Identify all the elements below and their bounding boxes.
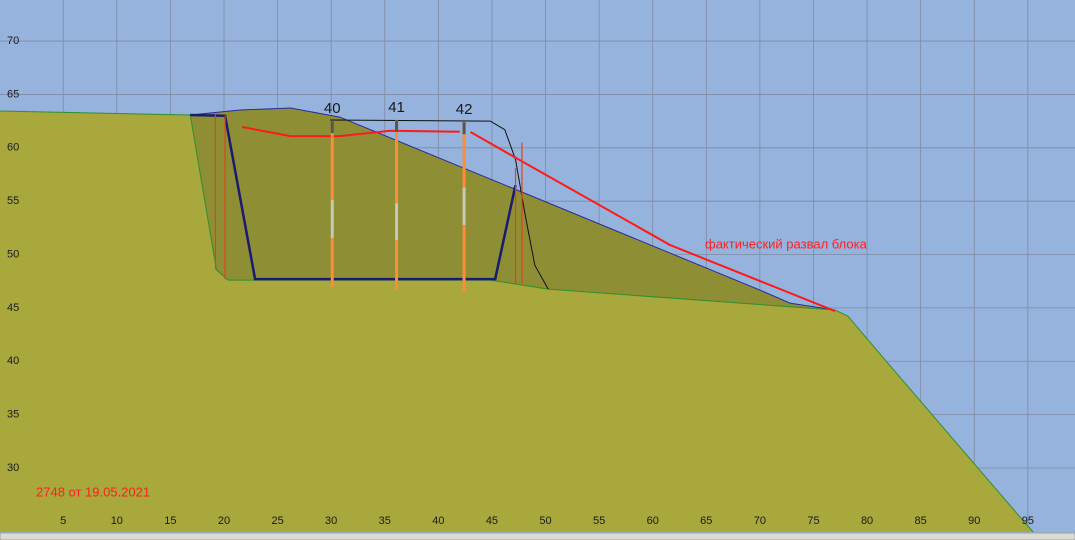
y-tick-label: 70 — [7, 35, 19, 47]
x-tick-label: 45 — [486, 515, 498, 527]
y-tick-label: 35 — [7, 409, 19, 421]
y-tick-label: 45 — [7, 302, 19, 314]
area — [0, 110, 1034, 533]
y-tick-label: 60 — [7, 142, 19, 154]
profile-line — [242, 126, 460, 138]
hole-label: 40 — [324, 100, 341, 117]
x-tick-label: 90 — [968, 515, 980, 527]
x-tick-label: 30 — [325, 515, 337, 527]
x-tick-label: 40 — [432, 515, 444, 527]
y-tick-label: 65 — [7, 88, 19, 100]
annotation: фактический развал блока — [705, 236, 868, 251]
hole-label: 41 — [388, 99, 405, 116]
x-tick-label: 85 — [915, 515, 927, 527]
y-tick-label: 40 — [7, 355, 19, 367]
x-tick-label: 35 — [379, 515, 391, 527]
y-tick-label: 50 — [7, 248, 19, 260]
x-tick-label: 5 — [60, 515, 66, 527]
status-strip — [0, 532, 1075, 540]
x-tick-label: 20 — [218, 515, 230, 527]
x-tick-label: 80 — [861, 515, 873, 527]
profile-line — [470, 131, 836, 313]
x-tick-label: 50 — [539, 515, 551, 527]
x-tick-label: 15 — [164, 515, 176, 527]
y-tick-label: 55 — [7, 195, 19, 207]
hole-label: 42 — [456, 101, 473, 118]
profile-line — [190, 113, 517, 281]
x-tick-label: 70 — [754, 515, 766, 527]
x-tick-label: 60 — [647, 515, 659, 527]
x-tick-label: 25 — [271, 515, 283, 527]
x-tick-label: 10 — [111, 515, 123, 527]
x-tick-label: 75 — [807, 515, 819, 527]
profile-line — [190, 107, 835, 311]
profile-line — [330, 119, 549, 290]
x-tick-label: 65 — [700, 515, 712, 527]
y-tick-label: 30 — [7, 462, 19, 474]
x-tick-label: 55 — [593, 515, 605, 527]
annotation: 2748 от 19.05.2021 — [36, 484, 150, 499]
x-tick-label: 95 — [1022, 515, 1034, 527]
profile-line — [0, 110, 1034, 533]
